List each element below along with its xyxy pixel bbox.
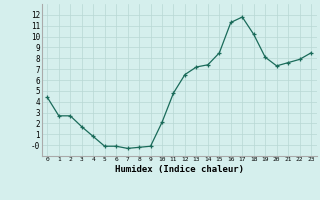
X-axis label: Humidex (Indice chaleur): Humidex (Indice chaleur) [115,165,244,174]
